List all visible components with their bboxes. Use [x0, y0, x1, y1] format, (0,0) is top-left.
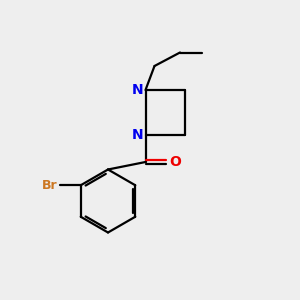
Text: Br: Br	[42, 179, 58, 192]
Text: N: N	[131, 83, 143, 97]
Text: N: N	[131, 128, 143, 142]
Text: O: O	[169, 155, 181, 169]
